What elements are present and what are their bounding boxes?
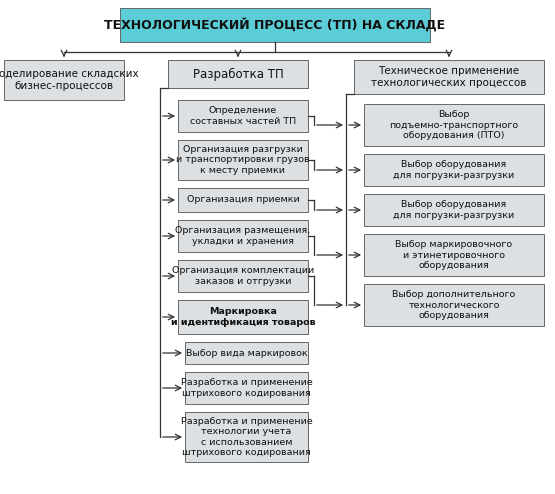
FancyBboxPatch shape xyxy=(364,284,544,326)
Text: Организация разгрузки
и транспортировки грузов
к месту приемки: Организация разгрузки и транспортировки … xyxy=(176,145,310,175)
FancyBboxPatch shape xyxy=(178,300,308,334)
FancyBboxPatch shape xyxy=(178,260,308,292)
FancyBboxPatch shape xyxy=(364,104,544,146)
FancyBboxPatch shape xyxy=(178,140,308,180)
Text: Выбор маркировочного
и этинетировочного
оборудования: Выбор маркировочного и этинетировочного … xyxy=(395,240,513,270)
Text: Выбор оборудования
для погрузки-разгрузки: Выбор оборудования для погрузки-разгрузк… xyxy=(393,200,514,220)
Text: Техническое применение
технологических процессов: Техническое применение технологических п… xyxy=(371,66,527,88)
FancyBboxPatch shape xyxy=(354,60,544,94)
Text: Выбор вида маркировок: Выбор вида маркировок xyxy=(186,348,307,358)
Text: Организация приемки: Организация приемки xyxy=(186,196,299,205)
Text: Разработка и применение
технологии учета
с использованием
штрихового кодирования: Разработка и применение технологии учета… xyxy=(180,417,312,457)
Text: Выбор оборудования
для погрузки-разгрузки: Выбор оборудования для погрузки-разгрузк… xyxy=(393,160,514,180)
FancyBboxPatch shape xyxy=(178,220,308,252)
Text: Организация размещения,
укладки и хранения: Организация размещения, укладки и хранен… xyxy=(175,226,311,246)
FancyBboxPatch shape xyxy=(364,194,544,226)
Text: Выбор
подъемно-транспортного
оборудования (ПТО): Выбор подъемно-транспортного оборудовани… xyxy=(390,110,518,140)
Text: Разработка и применение
штрихового кодирования: Разработка и применение штрихового кодир… xyxy=(180,378,312,398)
Text: Разработка ТП: Разработка ТП xyxy=(193,68,284,81)
FancyBboxPatch shape xyxy=(178,100,308,132)
FancyBboxPatch shape xyxy=(364,154,544,186)
Text: Моделирование складских
бизнес-процессов: Моделирование складских бизнес-процессов xyxy=(0,69,138,91)
FancyBboxPatch shape xyxy=(178,188,308,212)
FancyBboxPatch shape xyxy=(4,60,124,100)
Text: Выбор дополнительного
технологического
оборудования: Выбор дополнительного технологического о… xyxy=(392,290,516,320)
Text: ТЕХНОЛОГИЧЕСКИЙ ПРОЦЕСС (ТП) НА СКЛАДЕ: ТЕХНОЛОГИЧЕСКИЙ ПРОЦЕСС (ТП) НА СКЛАДЕ xyxy=(104,18,446,32)
FancyBboxPatch shape xyxy=(364,234,544,276)
Text: Организация комплектации
заказов и отгрузки: Организация комплектации заказов и отгру… xyxy=(172,266,314,286)
Text: Определение
составных частей ТП: Определение составных частей ТП xyxy=(190,106,296,125)
FancyBboxPatch shape xyxy=(168,60,308,88)
FancyBboxPatch shape xyxy=(185,372,308,404)
FancyBboxPatch shape xyxy=(120,8,430,42)
FancyBboxPatch shape xyxy=(185,342,308,364)
FancyBboxPatch shape xyxy=(185,412,308,462)
Text: Маркировка
и идентификация товаров: Маркировка и идентификация товаров xyxy=(171,307,315,327)
